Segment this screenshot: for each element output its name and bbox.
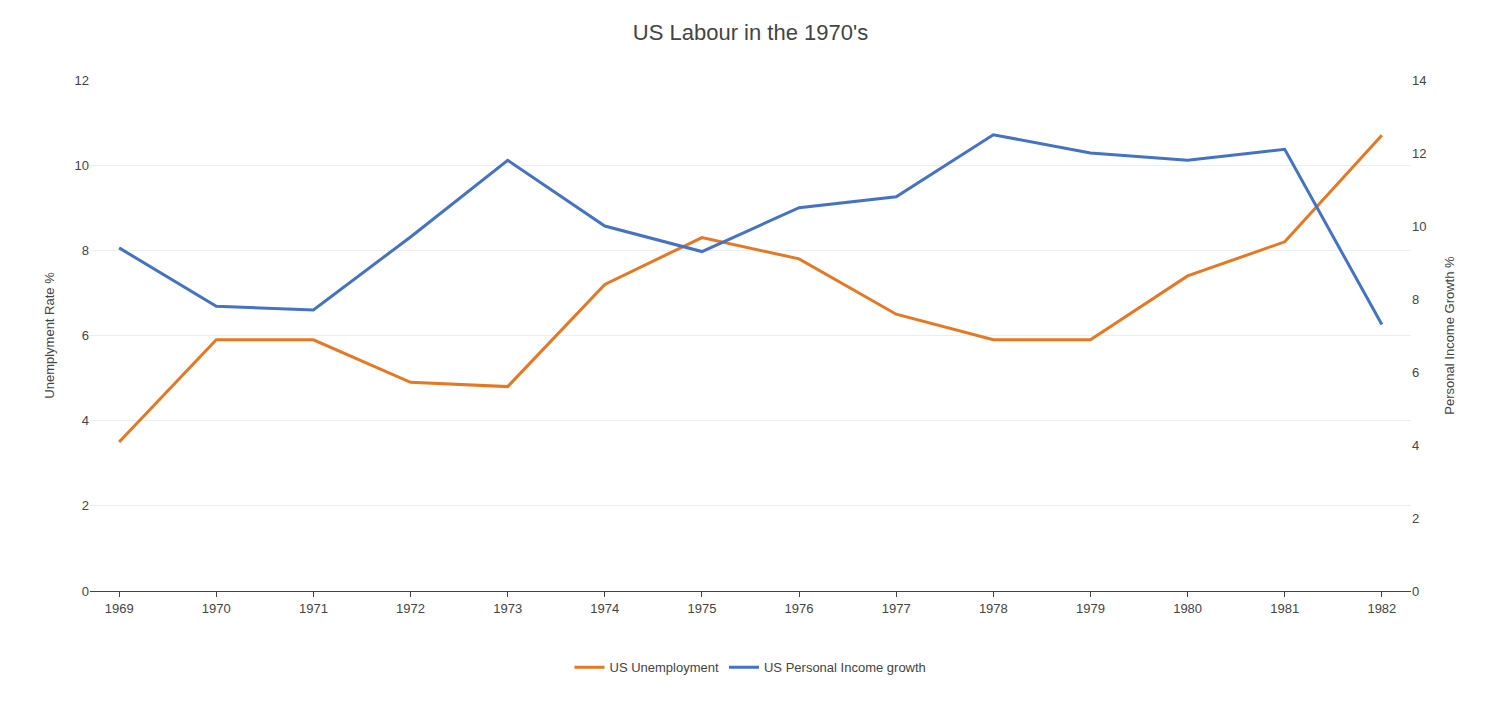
svg-text:0: 0: [82, 584, 89, 599]
svg-text:1971: 1971: [299, 601, 328, 616]
svg-text:4: 4: [82, 413, 89, 428]
svg-text:1970: 1970: [202, 601, 231, 616]
svg-text:10: 10: [1412, 219, 1426, 234]
svg-text:1982: 1982: [1367, 601, 1396, 616]
svg-text:US Labour in the 1970's: US Labour in the 1970's: [633, 20, 868, 45]
svg-text:1973: 1973: [493, 601, 522, 616]
svg-text:Personal Income Growth %: Personal Income Growth %: [1442, 256, 1457, 415]
svg-text:14: 14: [1412, 73, 1426, 88]
svg-text:8: 8: [82, 243, 89, 258]
svg-text:0: 0: [1412, 584, 1419, 599]
svg-text:Unemplyment Rate %: Unemplyment Rate %: [42, 272, 57, 399]
svg-text:1969: 1969: [105, 601, 134, 616]
svg-text:12: 12: [75, 73, 89, 88]
svg-text:US Unemployment: US Unemployment: [610, 660, 719, 675]
svg-text:4: 4: [1412, 438, 1419, 453]
svg-text:1974: 1974: [590, 601, 619, 616]
svg-text:10: 10: [75, 158, 89, 173]
svg-text:1979: 1979: [1076, 601, 1105, 616]
svg-text:6: 6: [1412, 365, 1419, 380]
svg-text:2: 2: [1412, 511, 1419, 526]
svg-text:1977: 1977: [882, 601, 911, 616]
svg-text:1978: 1978: [979, 601, 1008, 616]
svg-text:1981: 1981: [1270, 601, 1299, 616]
svg-text:6: 6: [82, 328, 89, 343]
svg-text:1976: 1976: [785, 601, 814, 616]
svg-text:12: 12: [1412, 146, 1426, 161]
svg-text:2: 2: [82, 498, 89, 513]
svg-text:8: 8: [1412, 292, 1419, 307]
svg-text:1980: 1980: [1173, 601, 1202, 616]
svg-text:1975: 1975: [687, 601, 716, 616]
svg-text:1972: 1972: [396, 601, 425, 616]
svg-text:US Personal Income growth: US Personal Income growth: [764, 660, 926, 675]
